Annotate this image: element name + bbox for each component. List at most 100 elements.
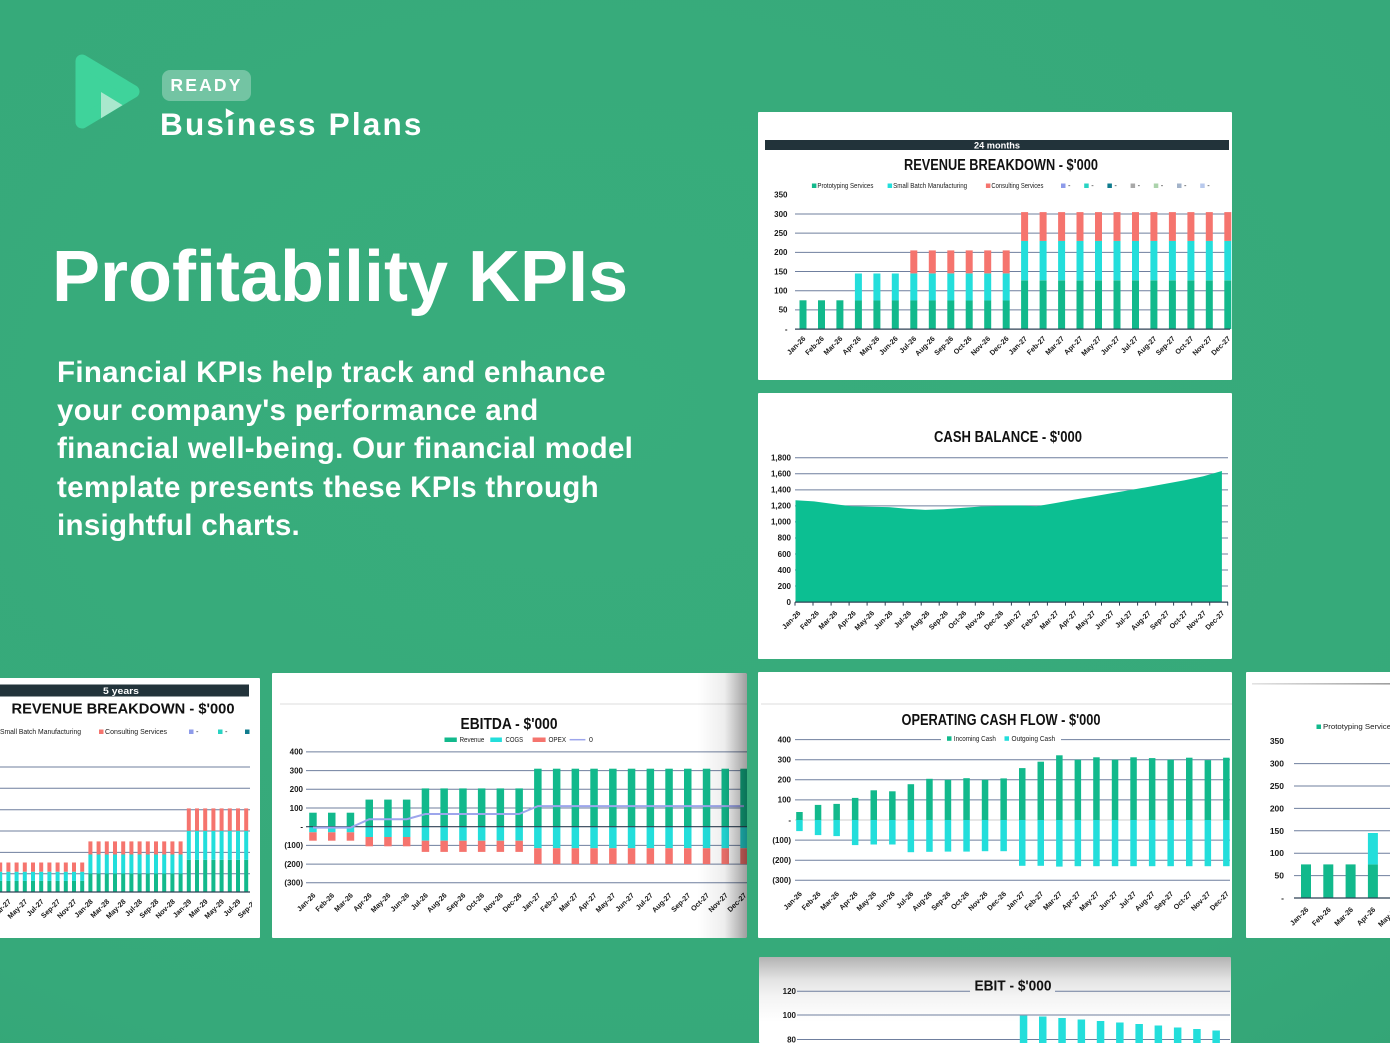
- svg-text:100: 100: [1270, 848, 1284, 858]
- svg-text:-: -: [1184, 181, 1187, 190]
- svg-text:1,800: 1,800: [771, 454, 792, 463]
- svg-text:Jan-27: Jan-27: [1001, 609, 1023, 631]
- svg-text:Aug-26: Aug-26: [425, 891, 449, 915]
- svg-text:200: 200: [778, 582, 792, 591]
- svg-text:Jun-27: Jun-27: [1093, 609, 1116, 632]
- svg-text:-: -: [788, 816, 791, 825]
- svg-text:50: 50: [1275, 871, 1285, 881]
- svg-text:300: 300: [774, 210, 788, 219]
- svg-text:-: -: [1068, 181, 1071, 190]
- svg-text:400: 400: [778, 735, 792, 744]
- svg-text:EBIT - $'000: EBIT - $'000: [975, 978, 1052, 995]
- svg-text:200: 200: [1270, 803, 1284, 813]
- svg-text:1,600: 1,600: [771, 470, 792, 479]
- svg-text:1,000: 1,000: [771, 518, 792, 527]
- svg-text:OPERATING CASH FLOW - $'000: OPERATING CASH FLOW - $'000: [902, 712, 1101, 729]
- svg-text:-: -: [300, 823, 303, 832]
- svg-text:OPEX: OPEX: [549, 737, 567, 744]
- svg-text:Mar-27: Mar-27: [1041, 889, 1064, 912]
- svg-text:800: 800: [778, 534, 792, 543]
- svg-text:Jun-26: Jun-26: [874, 889, 897, 912]
- svg-text:CASH BALANCE - $'000: CASH BALANCE - $'000: [934, 429, 1082, 446]
- svg-text:Incoming Cash: Incoming Cash: [954, 736, 996, 743]
- svg-text:(200): (200): [284, 860, 303, 869]
- svg-text:-: -: [196, 727, 199, 736]
- svg-text:200: 200: [290, 785, 304, 794]
- svg-text:Sep-26: Sep-26: [927, 609, 950, 632]
- svg-text:Mar-27: Mar-27: [557, 891, 580, 914]
- svg-text:Jan-26: Jan-26: [785, 334, 807, 356]
- svg-text:Dec-26: Dec-26: [988, 334, 1011, 357]
- svg-text:Jun-26: Jun-26: [388, 891, 411, 914]
- svg-text:Feb-27: Feb-27: [1025, 334, 1048, 357]
- svg-text:May-26: May-26: [369, 891, 393, 915]
- svg-text:Jan-27: Jan-27: [520, 891, 542, 913]
- svg-text:1,200: 1,200: [771, 502, 792, 511]
- svg-text:1,400: 1,400: [771, 486, 792, 495]
- svg-text:(300): (300): [284, 879, 303, 888]
- svg-text:(300): (300): [772, 876, 791, 885]
- svg-text:150: 150: [1270, 826, 1284, 836]
- svg-text:COGS: COGS: [506, 737, 524, 744]
- svg-text:Aug-27: Aug-27: [650, 891, 674, 915]
- svg-text:Small Batch Manufacturing: Small Batch Manufacturing: [0, 729, 81, 736]
- svg-text:Nov-27: Nov-27: [1189, 889, 1212, 912]
- svg-text:Sep-27: Sep-27: [1148, 609, 1171, 632]
- svg-text:0: 0: [787, 598, 792, 607]
- svg-text:Sep-27: Sep-27: [669, 891, 692, 914]
- svg-text:Jun-27: Jun-27: [1099, 334, 1122, 357]
- svg-text:Consulting Services: Consulting Services: [991, 183, 1043, 190]
- svg-text:24 months: 24 months: [974, 140, 1020, 151]
- svg-text:120: 120: [783, 987, 797, 996]
- svg-text:Nov-27: Nov-27: [1185, 609, 1208, 632]
- svg-text:-: -: [785, 325, 788, 334]
- svg-text:Nov-26: Nov-26: [963, 609, 986, 632]
- svg-text:Dec-27: Dec-27: [1208, 889, 1231, 912]
- svg-text:200: 200: [778, 776, 792, 785]
- svg-text:Mar-26: Mar-26: [822, 334, 845, 357]
- svg-text:Jan-26: Jan-26: [1288, 905, 1310, 927]
- svg-text:Dec-26: Dec-26: [985, 889, 1008, 912]
- svg-text:Prototyping Services: Prototyping Services: [817, 183, 873, 190]
- svg-text:Dec-27: Dec-27: [1203, 609, 1226, 632]
- svg-text:(100): (100): [284, 841, 303, 850]
- svg-text:Feb-26: Feb-26: [798, 609, 821, 632]
- svg-text:100: 100: [783, 1011, 797, 1020]
- svg-text:-: -: [1207, 181, 1210, 190]
- svg-text:250: 250: [774, 229, 788, 238]
- svg-text:-: -: [1138, 181, 1141, 190]
- svg-text:Jan-27: Jan-27: [1007, 334, 1029, 356]
- svg-text:-: -: [1114, 181, 1117, 190]
- svg-text:5 years: 5 years: [103, 686, 139, 697]
- svg-text:Sep-27: Sep-27: [1154, 334, 1177, 357]
- svg-text:Feb-26: Feb-26: [800, 889, 823, 912]
- svg-text:Feb-26: Feb-26: [1310, 905, 1333, 928]
- svg-text:Mar-27: Mar-27: [1038, 609, 1061, 632]
- svg-text:300: 300: [1270, 759, 1284, 769]
- svg-text:EBITDA - $'000: EBITDA - $'000: [461, 716, 558, 733]
- svg-text:100: 100: [774, 287, 788, 296]
- svg-text:Jun-27: Jun-27: [613, 891, 636, 914]
- svg-text:Feb-27: Feb-27: [1019, 609, 1042, 632]
- svg-text:300: 300: [290, 766, 304, 775]
- svg-text:Small Batch Manufacturing: Small Batch Manufacturing: [893, 183, 967, 190]
- svg-text:Feb-26: Feb-26: [313, 891, 336, 914]
- svg-text:-: -: [225, 727, 228, 736]
- svg-text:Dec-26: Dec-26: [501, 891, 524, 914]
- svg-text:Jan-26: Jan-26: [780, 609, 802, 631]
- svg-text:May-26: May-26: [858, 334, 882, 358]
- svg-text:Nov-26: Nov-26: [482, 891, 505, 914]
- svg-text:Dec-27: Dec-27: [1209, 334, 1232, 357]
- svg-text:May-27: May-27: [1079, 334, 1103, 358]
- svg-text:Nov-26: Nov-26: [969, 334, 992, 357]
- svg-text:Aug-27: Aug-27: [1129, 609, 1153, 633]
- svg-text:(100): (100): [772, 836, 791, 845]
- svg-text:Revenue: Revenue: [460, 737, 485, 744]
- svg-text:Mar-27: Mar-27: [1043, 334, 1066, 357]
- svg-text:REVENUE BREAKDOWN - $'000: REVENUE BREAKDOWN - $'000: [12, 701, 235, 718]
- svg-text:250: 250: [1270, 781, 1284, 791]
- svg-text:100: 100: [778, 796, 792, 805]
- svg-text:May-26: May-26: [1376, 905, 1390, 929]
- svg-text:100: 100: [290, 804, 304, 813]
- svg-text:Jun-26: Jun-26: [872, 609, 895, 632]
